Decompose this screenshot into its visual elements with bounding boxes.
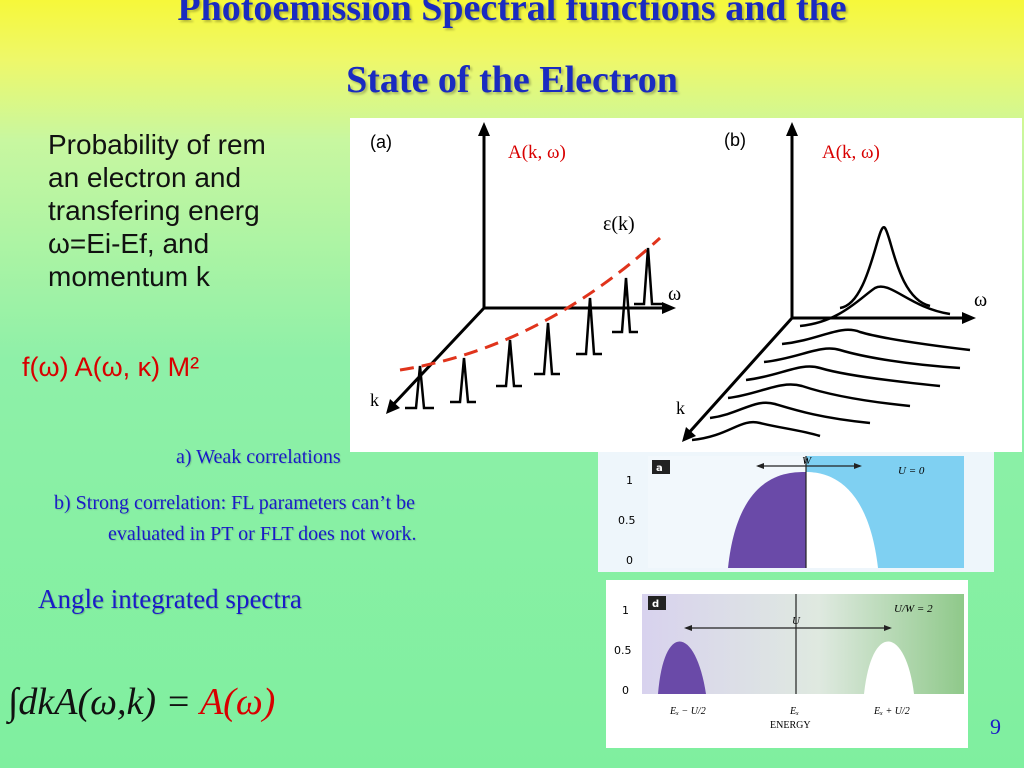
w-label: W [802,455,812,467]
slide-title-line2: State of the Electron [346,59,678,101]
panel-a-tag: (a) [370,132,392,152]
y-tick-1: 1 [622,604,629,617]
body-text: Probability of rem an electron and trans… [48,128,348,293]
panel-d-label: d [652,599,659,610]
list-item-b-line2: evaluated in PT or FLT does not work. [108,523,417,545]
omega-label-a: ω [668,283,681,305]
body-line: ω=Ei-Ef, and [48,228,210,259]
page-number: 9 [990,714,1001,739]
x-tick-mid: Eₓ [789,706,799,717]
dispersion-label: ε(k) [603,213,635,235]
formula-lhs: ∫dkA(ω,k) = [8,681,200,723]
y-tick-05: 0.5 [614,644,632,657]
list-item-b-line1: b) Strong correlation: FL parameters can… [54,492,415,514]
y-tick-0: 0 [626,554,633,567]
spectral-formula: f(ω) A(ω, κ) M² [22,352,200,382]
uw-label: U/W = 2 [894,603,933,615]
arpes-figure-panel: (a) (b) A(k, ω) A(k, ω) ε(k) ω ω k k [350,118,1022,452]
dos-panel-d: d U U/W = 2 1 0.5 0 Eₓ − U/2 Eₓ Eₓ + U/2… [606,580,968,748]
k-label-b: k [676,398,685,418]
x-tick-right: Eₓ + U/2 [873,706,910,717]
body-line: momentum k [48,261,210,292]
arpes-figure: (a) (b) A(k, ω) A(k, ω) ε(k) ω ω k k [370,122,987,442]
panel-b-tag: (b) [724,130,746,150]
integral-formula: ∫dkA(ω,k) = A(ω) [8,680,275,724]
body-line: an electron and [48,162,242,193]
u-label: U [792,615,801,627]
list-item-a: a) Weak correlations [176,446,341,468]
u0-label: U = 0 [898,465,925,477]
y-tick-05: 0.5 [618,514,636,527]
formula-rhs: A(ω) [199,681,276,723]
omega-label-b: ω [974,289,987,311]
x-axis-title: ENERGY [770,720,811,731]
k-label-a: k [370,390,379,410]
dos-panel-a: a W U = 0 1 0.5 0 [598,452,994,572]
body-line: transfering energ [48,195,260,226]
angle-integrated-heading: Angle integrated spectra [38,584,302,614]
y-tick-0: 0 [622,684,629,697]
axis-label-a: A(k, ω) [508,142,566,163]
body-line: Probability of rem [48,129,266,160]
axis-label-b: A(k, ω) [822,142,880,163]
x-tick-left: Eₓ − U/2 [669,706,706,717]
panel-a-label: a [656,463,663,474]
slide-title-line1: Photoemission Spectral functions and the [177,0,847,29]
y-tick-1: 1 [626,474,633,487]
